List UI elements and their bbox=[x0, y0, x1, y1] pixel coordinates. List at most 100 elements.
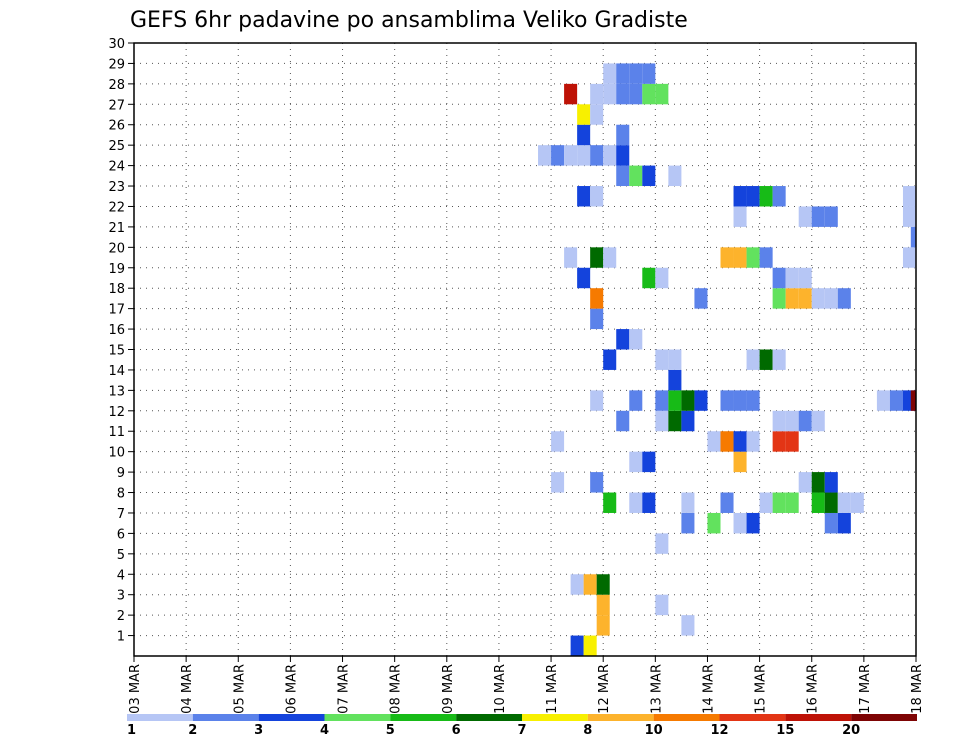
colorbar-swatch bbox=[456, 714, 522, 721]
colorbar-label: 12 bbox=[710, 723, 728, 738]
heatmap-cell bbox=[681, 615, 695, 636]
heatmap-cell bbox=[772, 186, 786, 207]
heatmap-cell bbox=[850, 492, 864, 513]
y-tick-label: 1 bbox=[117, 630, 125, 645]
heatmap-cell bbox=[798, 288, 812, 309]
heatmap-cell bbox=[681, 512, 695, 534]
heatmap-cell bbox=[551, 431, 565, 452]
heatmap-cell bbox=[577, 145, 591, 166]
heatmap-cell bbox=[603, 63, 617, 84]
y-tick-label: 11 bbox=[108, 425, 125, 440]
y-tick-label: 6 bbox=[117, 527, 125, 542]
x-tick-label: 06 MAR bbox=[284, 664, 299, 714]
heatmap-cell bbox=[616, 165, 630, 187]
heatmap-cell bbox=[772, 492, 786, 513]
heatmap-cell bbox=[616, 63, 630, 84]
heatmap-cell bbox=[629, 63, 643, 84]
heatmap-cell bbox=[629, 83, 643, 105]
heatmap-cell bbox=[564, 247, 578, 268]
heatmap-cell bbox=[746, 247, 760, 268]
heatmap-cell bbox=[772, 431, 786, 452]
colorbar-swatch bbox=[522, 714, 588, 721]
colorbar-label: 5 bbox=[386, 723, 395, 738]
heatmap-cell bbox=[694, 288, 708, 309]
x-tick-label: 13 MAR bbox=[649, 664, 664, 714]
heatmap-cell bbox=[596, 574, 610, 595]
heatmap-cell bbox=[746, 349, 760, 370]
heatmap-cell bbox=[720, 247, 734, 268]
heatmap-cell bbox=[642, 83, 656, 105]
heatmap-cell bbox=[668, 349, 682, 370]
heatmap-cell bbox=[570, 574, 584, 595]
heatmap-cell bbox=[583, 574, 597, 595]
heatmap-cell bbox=[577, 186, 591, 207]
heatmap-cell bbox=[811, 410, 825, 432]
colorbar-label: 8 bbox=[583, 723, 592, 738]
heatmap-cell bbox=[668, 410, 682, 432]
heatmap-cell bbox=[616, 410, 630, 432]
heatmap-cell bbox=[824, 206, 838, 227]
heatmap-cell bbox=[577, 124, 591, 146]
heatmap-cell bbox=[590, 186, 604, 207]
heatmap-cell bbox=[837, 512, 851, 534]
heatmap-cell bbox=[785, 267, 799, 289]
y-tick-label: 14 bbox=[108, 364, 125, 379]
heatmap-cell bbox=[655, 349, 669, 370]
heatmap-cell bbox=[564, 83, 578, 105]
heatmap-cell bbox=[603, 349, 617, 370]
y-tick-label: 19 bbox=[108, 262, 125, 277]
heatmap-cell bbox=[616, 145, 630, 166]
colorbar: 1 2 3 4 5 6 7 8 10 12 15 20 bbox=[127, 714, 917, 738]
heatmap-cell bbox=[590, 247, 604, 268]
colorbar-swatch bbox=[192, 714, 259, 721]
y-tick-label: 20 bbox=[108, 241, 125, 256]
heatmap-cell bbox=[824, 472, 838, 493]
heatmap-cell bbox=[910, 390, 916, 411]
colorbar-label: 6 bbox=[452, 723, 461, 738]
y-tick-label: 18 bbox=[108, 282, 125, 297]
heatmap-cell bbox=[733, 206, 747, 227]
heatmap-cell bbox=[798, 267, 812, 289]
heatmap-cell bbox=[590, 308, 604, 330]
heatmap-cell bbox=[564, 145, 578, 166]
heatmap-cell bbox=[681, 390, 695, 411]
heatmap-cell bbox=[668, 165, 682, 187]
heatmap-cell bbox=[629, 165, 643, 187]
colorbar-label: 7 bbox=[517, 723, 526, 738]
heatmap-cell bbox=[811, 206, 825, 227]
x-tick-label: 08 MAR bbox=[389, 664, 404, 714]
heatmap-cell bbox=[811, 492, 825, 513]
heatmap-cell bbox=[902, 247, 916, 268]
x-tick-label: 17 MAR bbox=[858, 664, 873, 714]
y-tick-label: 8 bbox=[117, 487, 125, 502]
y-tick-label: 15 bbox=[108, 344, 125, 359]
heatmap-cell bbox=[824, 492, 838, 513]
heatmap-cell bbox=[746, 431, 760, 452]
heatmap-cell bbox=[772, 267, 786, 289]
heatmap-cell bbox=[720, 431, 734, 452]
heatmap-cell bbox=[910, 226, 916, 248]
heatmap-cell bbox=[570, 635, 584, 656]
heatmap-cell bbox=[876, 390, 890, 411]
heatmap-cell bbox=[583, 635, 597, 656]
colorbar-swatch bbox=[258, 714, 325, 721]
heatmap-cell bbox=[733, 431, 747, 452]
y-tick-label: 22 bbox=[108, 200, 125, 215]
heatmap-cell bbox=[733, 451, 747, 473]
heatmap-cell bbox=[655, 267, 669, 289]
colorbar-swatch bbox=[324, 714, 391, 721]
colorbar-swatch bbox=[127, 714, 193, 721]
y-tick-label: 5 bbox=[117, 548, 125, 563]
y-tick-label: 25 bbox=[108, 139, 125, 154]
chart-title: GEFS 6hr padavine po ansamblima Veliko G… bbox=[130, 8, 688, 33]
colorbar-swatch bbox=[587, 714, 654, 721]
heatmap-cell bbox=[603, 145, 617, 166]
heatmap-cell bbox=[902, 186, 916, 207]
heatmap-cell bbox=[590, 104, 604, 125]
heatmap-cell bbox=[746, 186, 760, 207]
heatmap-cell bbox=[668, 390, 682, 411]
heatmap-cell bbox=[603, 83, 617, 105]
heatmap-cell bbox=[590, 83, 604, 105]
x-tick-label: 10 MAR bbox=[493, 664, 508, 714]
